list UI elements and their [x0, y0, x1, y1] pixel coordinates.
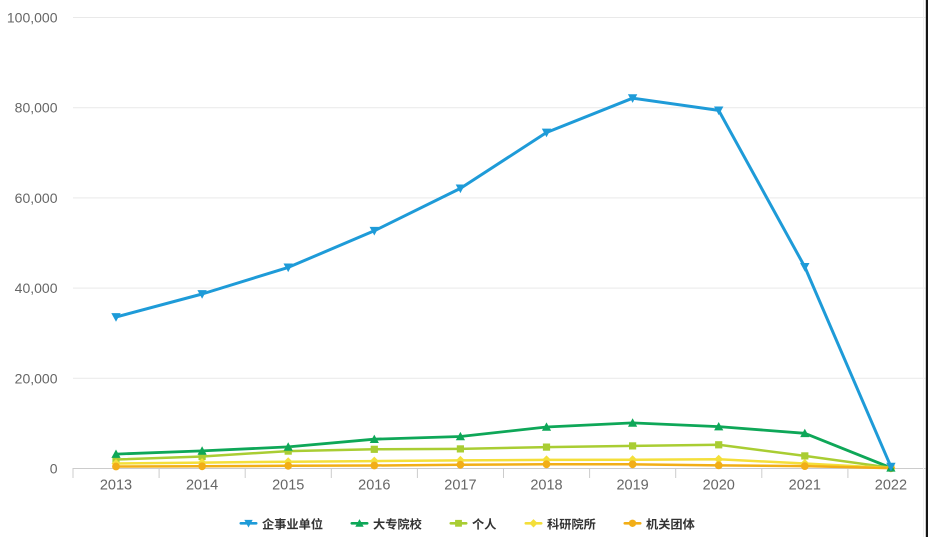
- svg-text:20,000: 20,000: [15, 370, 58, 386]
- svg-text:2020: 2020: [703, 478, 735, 494]
- svg-text:2022: 2022: [875, 478, 907, 494]
- svg-text:2018: 2018: [530, 478, 562, 494]
- svg-text:2021: 2021: [789, 478, 821, 494]
- svg-text:60,000: 60,000: [15, 190, 58, 206]
- svg-text:2019: 2019: [616, 478, 648, 494]
- svg-text:2017: 2017: [444, 478, 476, 494]
- svg-text:100,000: 100,000: [7, 10, 58, 26]
- svg-text:40,000: 40,000: [15, 280, 58, 296]
- svg-text:2016: 2016: [358, 478, 390, 494]
- svg-text:0: 0: [50, 461, 58, 477]
- svg-text:80,000: 80,000: [15, 100, 58, 116]
- svg-text:2014: 2014: [186, 478, 218, 494]
- svg-text:2013: 2013: [100, 478, 132, 494]
- svg-text:2015: 2015: [272, 478, 304, 494]
